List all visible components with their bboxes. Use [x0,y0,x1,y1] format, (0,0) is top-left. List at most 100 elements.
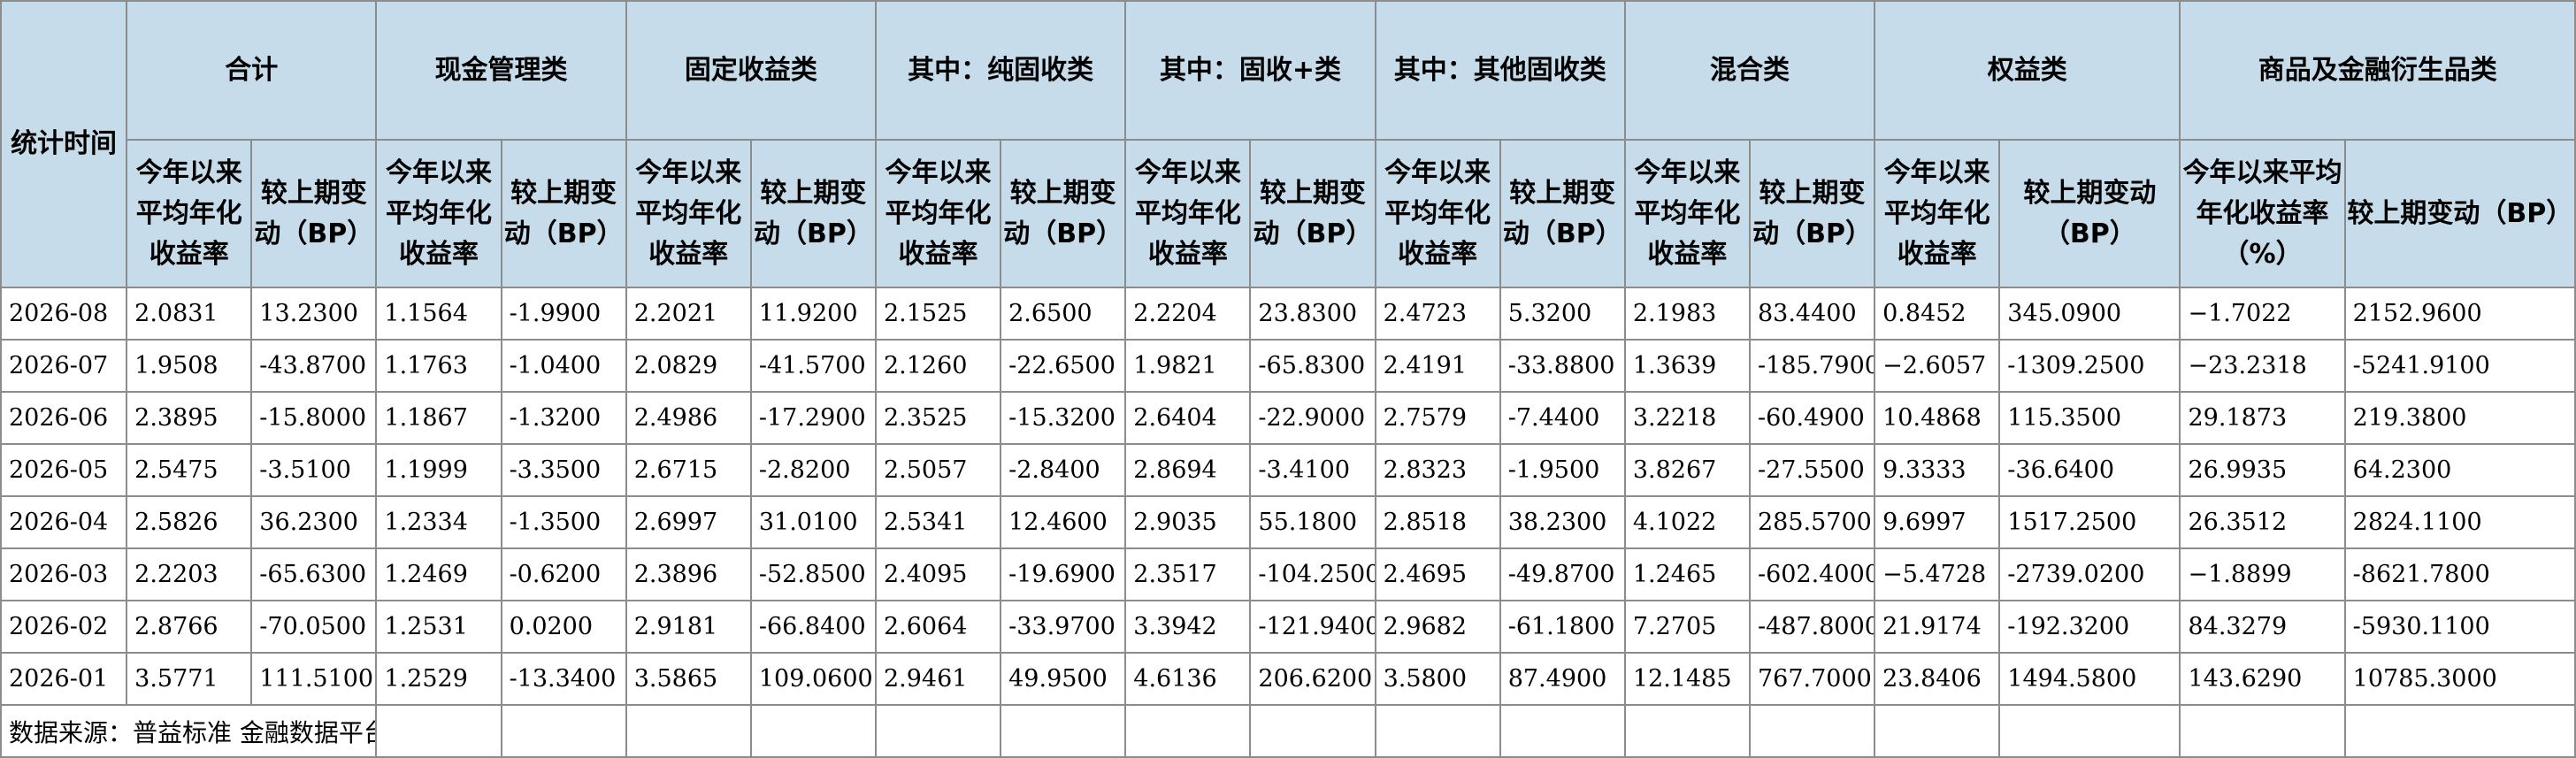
change-cell: -70.0500 [250,600,378,654]
subheader-change: 较上期变动（BP） [1249,139,1376,288]
change-cell: 38.2300 [1499,495,1626,549]
change-cell: 345.0900 [1998,287,2181,341]
rate-cell: 2.9181 [625,600,752,654]
rate-cell: 1.3639 [1623,339,1751,393]
date-cell: 2026-05 [0,443,128,497]
rate-cell: 2.9461 [874,652,1002,706]
rate-cell: 26.3512 [2179,495,2346,549]
rate-cell: −23.2318 [2179,339,2346,393]
change-cell: 2152.9600 [2343,287,2576,341]
rate-cell: 3.5771 [126,652,253,706]
change-cell: -2.8200 [749,443,877,497]
rate-cell: 3.2218 [1623,391,1751,445]
rate-cell: 2.4191 [1374,339,1501,393]
change-cell: 115.3500 [1998,391,2181,445]
subheader-rate: 今年以来平均年化收益率 [1374,139,1501,288]
empty-cell [1374,704,1501,758]
change-cell: 23.8300 [1249,287,1376,341]
subheader-rate-percent: 今年以来平均年化收益率（%） [2179,139,2346,288]
rate-cell: 9.6997 [1874,495,2001,549]
empty-cell [749,704,877,758]
rate-cell: 2.6997 [625,495,752,549]
subheader-change: 较上期变动（BP） [250,139,378,288]
rate-cell: 1.1999 [375,443,502,497]
rate-cell: 2.4695 [1374,547,1501,601]
change-cell: 13.2300 [250,287,378,341]
rate-cell: 3.3942 [1124,600,1252,654]
change-cell: -22.6500 [1000,339,1127,393]
empty-cell [2179,704,2346,758]
change-cell: -33.8800 [1499,339,1626,393]
subheader-change: 较上期变动（BP） [1748,139,1876,288]
empty-cell [874,704,1002,758]
rate-cell: 2.8323 [1374,443,1501,497]
rate-cell: 2.7579 [1374,391,1501,445]
table-body: 2026-08 2.0831 13.2300 1.1564 -1.9900 2.2021 1… [0,287,2576,758]
group-header-pure-fixed-income: 其中：纯固收类 [874,0,1127,141]
rate-cell: 2.9035 [1124,495,1252,549]
empty-cell [625,704,752,758]
table-row: 2026-02 2.8766 -70.0500 1.2531 0.0200 2.9181-… [0,600,2576,654]
rate-cell: 26.9935 [2179,443,2346,497]
change-cell: 111.5100 [250,652,378,706]
rate-cell: 4.1022 [1623,495,1751,549]
change-cell: -2739.0200 [1998,547,2181,601]
empty-cell [375,704,502,758]
table-row: 2026-07 1.9508 -43.8700 1.1763 -1.0400 2.0829… [0,339,2576,393]
change-cell: 2824.1100 [2343,495,2576,549]
rate-cell: 2.2203 [126,547,253,601]
rate-cell: 2.9682 [1374,600,1501,654]
change-cell: 0.0200 [500,600,627,654]
empty-cell [1623,704,1751,758]
change-cell: 31.0100 [749,495,877,549]
change-cell: -13.3400 [500,652,627,706]
rate-cell: 2.5475 [126,443,253,497]
change-cell: -602.4000 [1748,547,1876,601]
change-cell: -22.9000 [1249,391,1376,445]
rate-cell: 4.6136 [1124,652,1252,706]
rate-cell: 1.2334 [375,495,502,549]
rate-cell: 2.0831 [126,287,253,341]
group-header-total: 合计 [126,0,378,141]
rate-cell: −1.7022 [2179,287,2346,341]
group-header-cash-management: 现金管理类 [375,0,627,141]
subheader-rate: 今年以来平均年化收益率 [1623,139,1751,288]
rate-cell: 1.2531 [375,600,502,654]
subheader-rate: 今年以来平均年化收益率 [375,139,502,288]
change-cell: -1.9500 [1499,443,1626,497]
rate-cell: 1.1867 [375,391,502,445]
subheader-rate: 今年以来平均年化收益率 [625,139,752,288]
subheader-change: 较上期变动（BP） [749,139,877,288]
source-row: 数据来源：普益标准 金融数据平台 [0,704,2576,758]
change-cell: -41.5700 [749,339,877,393]
rate-cell: 1.1564 [375,287,502,341]
table-row: 2026-06 2.3895 -15.8000 1.1867 -1.3200 2.4986… [0,391,2576,445]
rate-cell: 1.2465 [1623,547,1751,601]
change-cell: -104.2500 [1249,547,1376,601]
rate-cell: 2.6404 [1124,391,1252,445]
change-cell: 83.4400 [1748,287,1876,341]
change-cell: -185.7900 [1748,339,1876,393]
rate-cell: 2.0829 [625,339,752,393]
change-cell: -0.6200 [500,547,627,601]
empty-cell [500,704,627,758]
rate-cell: 2.6715 [625,443,752,497]
subheader-change: 较上期变动（BP） [1000,139,1127,288]
data-source-note: 数据来源：普益标准 金融数据平台 [0,704,378,758]
subheader-rate: 今年以来平均年化收益率 [1874,139,2001,288]
empty-cell [1124,704,1252,758]
empty-cell [1499,704,1626,758]
change-cell: -3.5100 [250,443,378,497]
group-header-commodity-derivatives: 商品及金融衍生品类 [2179,0,2576,141]
rate-cell: 2.4723 [1374,287,1501,341]
change-cell: -2.8400 [1000,443,1127,497]
subheader-rate: 今年以来平均年化收益率 [126,139,253,288]
change-cell: 10785.3000 [2343,652,2576,706]
rate-cell: 2.1525 [874,287,1002,341]
rate-cell: 2.3896 [625,547,752,601]
rate-cell: 2.4095 [874,547,1002,601]
date-cell: 2026-03 [0,547,128,601]
rate-cell: 143.6290 [2179,652,2346,706]
rate-cell: 2.5057 [874,443,1002,497]
change-cell: 64.2300 [2343,443,2576,497]
